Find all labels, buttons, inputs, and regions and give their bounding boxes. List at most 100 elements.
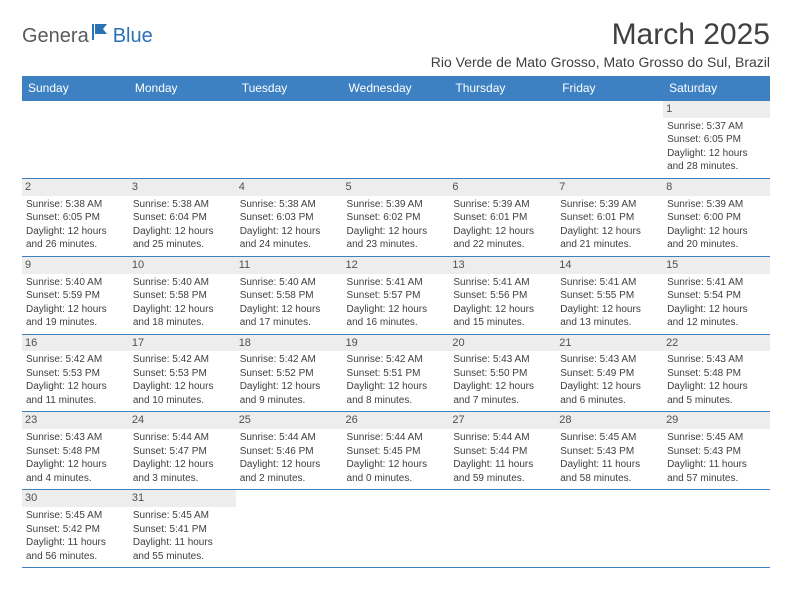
day-info: Sunrise: 5:41 AMSunset: 5:57 PMDaylight:… [347, 276, 446, 330]
day-number: 3 [129, 179, 236, 196]
day-number: 2 [22, 179, 129, 196]
day-info: Sunrise: 5:41 AMSunset: 5:55 PMDaylight:… [560, 276, 659, 330]
calendar-cell: 4 Sunrise: 5:38 AMSunset: 6:03 PMDaylight… [236, 178, 343, 256]
day-info: Sunrise: 5:42 AMSunset: 5:51 PMDaylight:… [347, 353, 446, 407]
weekday-header: Monday [129, 76, 236, 101]
day-info: Sunrise: 5:43 AMSunset: 5:48 PMDaylight:… [26, 431, 125, 485]
day-number: 11 [236, 257, 343, 274]
weekday-header: Thursday [449, 76, 556, 101]
day-info: Sunrise: 5:42 AMSunset: 5:53 PMDaylight:… [26, 353, 125, 407]
day-info: Sunrise: 5:44 AMSunset: 5:46 PMDaylight:… [240, 431, 339, 485]
calendar-cell: 21Sunrise: 5:43 AMSunset: 5:49 PMDayligh… [556, 334, 663, 412]
day-number: 20 [449, 335, 556, 352]
day-info: Sunrise: 5:41 AMSunset: 5:54 PMDaylight:… [667, 276, 766, 330]
day-info: Sunrise: 5:38 AMSunset: 6:03 PMDaylight:… [240, 198, 339, 252]
weekday-header-row: Sunday Monday Tuesday Wednesday Thursday… [22, 76, 770, 101]
calendar-cell: 26Sunrise: 5:44 AMSunset: 5:45 PMDayligh… [343, 412, 450, 490]
header: Genera Blue March 2025 Rio Verde de Mato… [22, 18, 770, 70]
calendar-cell [129, 101, 236, 179]
calendar-cell: 7 Sunrise: 5:39 AMSunset: 6:01 PMDaylight… [556, 178, 663, 256]
weekday-header: Friday [556, 76, 663, 101]
calendar-cell: 22Sunrise: 5:43 AMSunset: 5:48 PMDayligh… [663, 334, 770, 412]
calendar-cell [556, 101, 663, 179]
calendar-cell: 19Sunrise: 5:42 AMSunset: 5:51 PMDayligh… [343, 334, 450, 412]
day-info: Sunrise: 5:39 AMSunset: 6:01 PMDaylight:… [560, 198, 659, 252]
calendar-cell: 2 Sunrise: 5:38 AMSunset: 6:05 PMDaylight… [22, 178, 129, 256]
day-number: 19 [343, 335, 450, 352]
day-number: 28 [556, 412, 663, 429]
day-number: 21 [556, 335, 663, 352]
calendar-cell: 15 Sunrise: 5:41 AMSunset: 5:54 PMDayligh… [663, 256, 770, 334]
day-number: 14 [556, 257, 663, 274]
logo: Genera Blue [22, 24, 153, 48]
day-number: 1 [663, 101, 770, 118]
calendar-cell [22, 101, 129, 179]
day-info: Sunrise: 5:40 AMSunset: 5:58 PMDaylight:… [133, 276, 232, 330]
day-number: 17 [129, 335, 236, 352]
day-info: Sunrise: 5:43 AMSunset: 5:49 PMDaylight:… [560, 353, 659, 407]
day-number: 9 [22, 257, 129, 274]
day-number: 29 [663, 412, 770, 429]
day-info: Sunrise: 5:38 AMSunset: 6:05 PMDaylight:… [26, 198, 125, 252]
day-number: 15 [663, 257, 770, 274]
calendar-row: 9 Sunrise: 5:40 AMSunset: 5:59 PMDaylight… [22, 256, 770, 334]
calendar-cell: 30Sunrise: 5:45 AMSunset: 5:42 PMDayligh… [22, 490, 129, 568]
weekday-header: Sunday [22, 76, 129, 101]
calendar-cell: 13Sunrise: 5:41 AMSunset: 5:56 PMDayligh… [449, 256, 556, 334]
calendar-cell: 27Sunrise: 5:44 AMSunset: 5:44 PMDayligh… [449, 412, 556, 490]
day-info: Sunrise: 5:43 AMSunset: 5:50 PMDaylight:… [453, 353, 552, 407]
flag-icon [92, 24, 110, 45]
day-info: Sunrise: 5:45 AMSunset: 5:43 PMDaylight:… [667, 431, 766, 485]
day-number: 7 [556, 179, 663, 196]
calendar-row: 2 Sunrise: 5:38 AMSunset: 6:05 PMDaylight… [22, 178, 770, 256]
day-info: Sunrise: 5:43 AMSunset: 5:48 PMDaylight:… [667, 353, 766, 407]
day-number: 5 [343, 179, 450, 196]
day-number: 8 [663, 179, 770, 196]
weekday-header: Wednesday [343, 76, 450, 101]
day-info: Sunrise: 5:45 AMSunset: 5:43 PMDaylight:… [560, 431, 659, 485]
calendar-cell [343, 101, 450, 179]
day-info: Sunrise: 5:39 AMSunset: 6:00 PMDaylight:… [667, 198, 766, 252]
day-number: 4 [236, 179, 343, 196]
location-text: Rio Verde de Mato Grosso, Mato Grosso do… [431, 54, 770, 70]
day-info: Sunrise: 5:40 AMSunset: 5:58 PMDaylight:… [240, 276, 339, 330]
weekday-header: Saturday [663, 76, 770, 101]
calendar-cell: 28 Sunrise: 5:45 AMSunset: 5:43 PMDayligh… [556, 412, 663, 490]
day-info: Sunrise: 5:45 AMSunset: 5:42 PMDaylight:… [26, 509, 125, 563]
calendar-cell: 14 Sunrise: 5:41 AMSunset: 5:55 PMDayligh… [556, 256, 663, 334]
calendar-cell [449, 101, 556, 179]
calendar-cell: 17Sunrise: 5:42 AMSunset: 5:53 PMDayligh… [129, 334, 236, 412]
logo-text-2: Blue [113, 25, 153, 48]
calendar-cell: 20Sunrise: 5:43 AMSunset: 5:50 PMDayligh… [449, 334, 556, 412]
day-info: Sunrise: 5:42 AMSunset: 5:53 PMDaylight:… [133, 353, 232, 407]
calendar-cell [343, 490, 450, 568]
day-number: 16 [22, 335, 129, 352]
day-info: Sunrise: 5:45 AMSunset: 5:41 PMDaylight:… [133, 509, 232, 563]
calendar-cell: 24Sunrise: 5:44 AMSunset: 5:47 PMDayligh… [129, 412, 236, 490]
day-number: 10 [129, 257, 236, 274]
day-number: 6 [449, 179, 556, 196]
calendar-cell: 18Sunrise: 5:42 AMSunset: 5:52 PMDayligh… [236, 334, 343, 412]
calendar-row: 23 Sunrise: 5:43 AMSunset: 5:48 PMDayligh… [22, 412, 770, 490]
calendar-cell: 12 Sunrise: 5:41 AMSunset: 5:57 PMDayligh… [343, 256, 450, 334]
day-info: Sunrise: 5:39 AMSunset: 6:01 PMDaylight:… [453, 198, 552, 252]
calendar-cell: 1Sunrise: 5:37 AMSunset: 6:05 PMDaylight… [663, 101, 770, 179]
calendar-cell: 10 Sunrise: 5:40 AMSunset: 5:58 PMDayligh… [129, 256, 236, 334]
day-info: Sunrise: 5:44 AMSunset: 5:45 PMDaylight:… [347, 431, 446, 485]
calendar-cell: 29 Sunrise: 5:45 AMSunset: 5:43 PMDayligh… [663, 412, 770, 490]
calendar-cell: 3Sunrise: 5:38 AMSunset: 6:04 PMDaylight… [129, 178, 236, 256]
day-number: 12 [343, 257, 450, 274]
calendar-cell: 6 Sunrise: 5:39 AMSunset: 6:01 PMDaylight… [449, 178, 556, 256]
calendar-cell: 31Sunrise: 5:45 AMSunset: 5:41 PMDayligh… [129, 490, 236, 568]
calendar-cell [236, 101, 343, 179]
day-number: 22 [663, 335, 770, 352]
calendar-cell [663, 490, 770, 568]
day-info: Sunrise: 5:40 AMSunset: 5:59 PMDaylight:… [26, 276, 125, 330]
calendar-cell [236, 490, 343, 568]
day-number: 23 [22, 412, 129, 429]
day-info: Sunrise: 5:39 AMSunset: 6:02 PMDaylight:… [347, 198, 446, 252]
calendar-cell: 9 Sunrise: 5:40 AMSunset: 5:59 PMDaylight… [22, 256, 129, 334]
day-number: 13 [449, 257, 556, 274]
day-number: 27 [449, 412, 556, 429]
day-number: 25 [236, 412, 343, 429]
